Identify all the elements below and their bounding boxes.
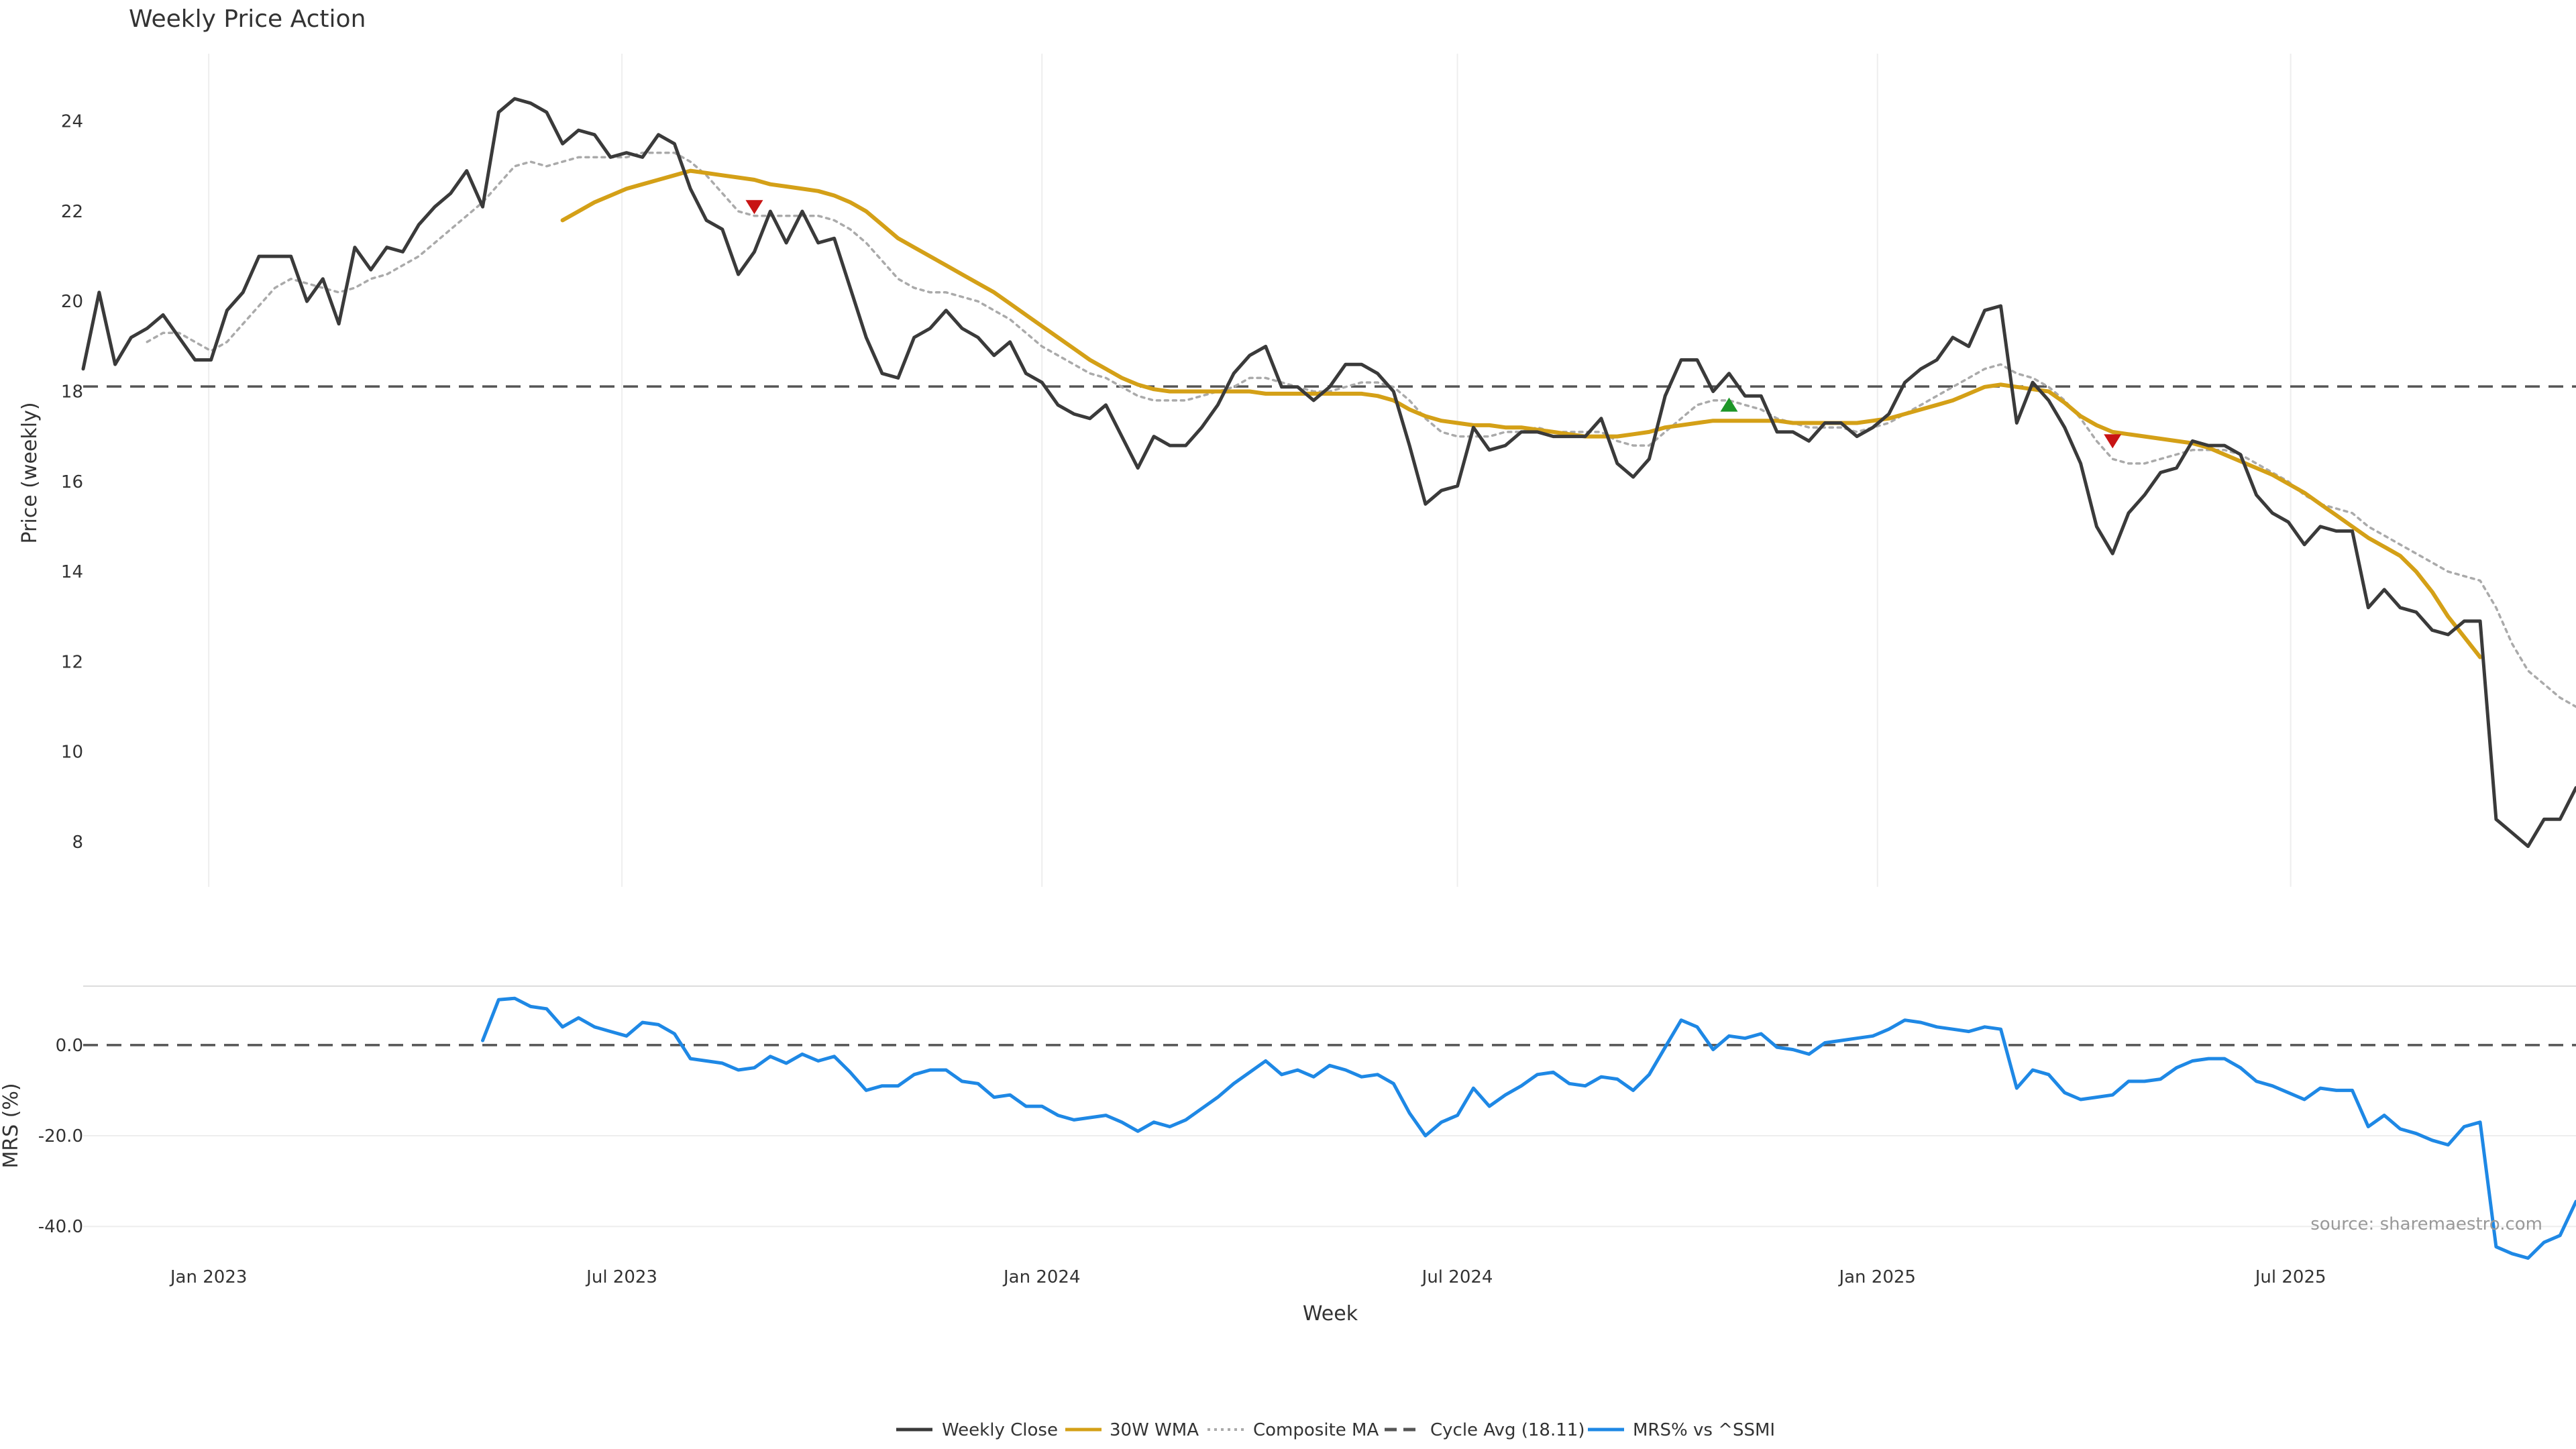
legend-wma-30w: 30W WMA xyxy=(1065,1420,1199,1440)
x-tick-label: Jan 2025 xyxy=(1837,1267,1916,1287)
sell-signal-marker xyxy=(2104,434,2122,449)
legend: Weekly Close 30W WMA Composite MA Cycle Avg… xyxy=(896,1420,1775,1440)
price-y-tick-label: 20 xyxy=(61,292,83,312)
mrs-y-tick-label: -20.0 xyxy=(38,1126,83,1146)
price-y-axis-label: Price (weekly) xyxy=(18,402,42,543)
x-tick-label: Jan 2023 xyxy=(169,1267,248,1287)
price-y-tick-label: 8 xyxy=(72,833,83,853)
source-note: source: sharemaestro.com xyxy=(2310,1214,2542,1234)
x-tick-label: Jul 2025 xyxy=(2254,1267,2326,1287)
wma-30w-line xyxy=(560,168,2483,659)
chart-title: Weekly Price Action xyxy=(129,5,366,33)
composite-ma-line xyxy=(146,151,2576,708)
sell-signal-marker xyxy=(745,200,763,215)
price-y-tick-label: 14 xyxy=(61,562,83,582)
legend-label: Cycle Avg (18.11) xyxy=(1430,1420,1585,1440)
legend-cycle-avg: Cycle Avg (18.11) xyxy=(1385,1420,1585,1440)
legend-weekly-close: Weekly Close xyxy=(896,1420,1058,1440)
legend-label: Weekly Close xyxy=(942,1420,1058,1440)
x-tick-label: Jan 2024 xyxy=(1002,1267,1081,1287)
legend-label: MRS% vs ^SSMI xyxy=(1633,1420,1775,1440)
buy-signal-marker xyxy=(1720,397,1738,412)
x-tick-label: Jul 2024 xyxy=(1421,1267,1493,1287)
mrs-y-axis-label: MRS (%) xyxy=(0,1083,23,1168)
legend-label: Composite MA xyxy=(1253,1420,1379,1440)
legend-composite-ma: Composite MA xyxy=(1208,1420,1379,1440)
price-y-tick-label: 22 xyxy=(61,202,83,222)
price-y-tick-label: 18 xyxy=(61,382,83,402)
mrs-y-tick-label: 0.0 xyxy=(56,1036,83,1056)
mrs-y-tick-label: -40.0 xyxy=(38,1217,83,1237)
mrs-panel: 0.0 -20.0 -40.0 xyxy=(38,985,2576,1260)
mrs-line xyxy=(481,996,2576,1260)
price-y-tick-label: 10 xyxy=(61,743,83,763)
legend-mrs: MRS% vs ^SSMI xyxy=(1588,1420,1775,1440)
price-y-tick-label: 16 xyxy=(61,472,83,492)
price-y-tick-label: 24 xyxy=(61,112,83,132)
legend-label: 30W WMA xyxy=(1110,1420,1199,1440)
weekly-close-line xyxy=(81,97,2576,849)
price-panel: 8 10 12 14 16 18 20 22 24 xyxy=(61,97,2576,853)
x-axis: Jan 2023 Jul 2023 Jan 2024 Jul 2024 Jan 2025… xyxy=(169,1267,2326,1287)
price-y-tick-label: 12 xyxy=(61,652,83,672)
x-tick-label: Jul 2023 xyxy=(585,1267,657,1287)
x-axis-label: Week xyxy=(1303,1302,1358,1326)
